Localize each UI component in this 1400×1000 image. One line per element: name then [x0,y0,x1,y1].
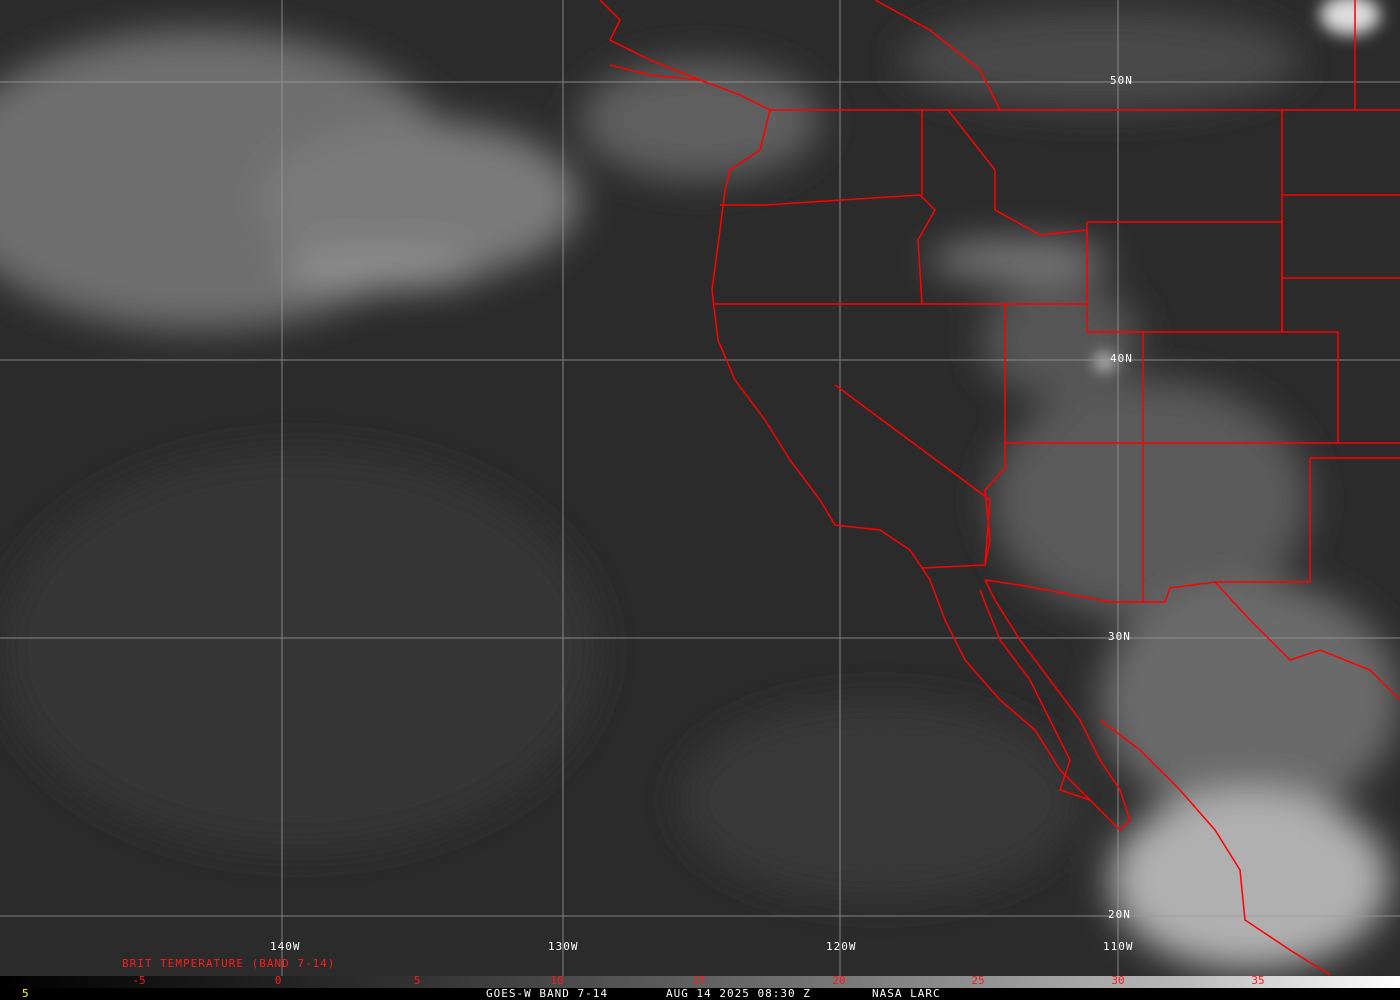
lon-label-110w: 110W [1103,940,1134,953]
political-boundaries [599,0,1400,976]
product-label: GOES-W BAND 7-14 [486,987,608,1000]
colorbar-tick: 35 [1251,974,1265,987]
lat-lon-grid [0,0,1400,976]
lon-label-120w: 120W [826,940,857,953]
colorbar-tick: 10 [550,974,564,987]
colorbar-tick: 25 [971,974,985,987]
datetime-label: AUG 14 2025 08:30 Z [666,987,811,1000]
lat-label-30n: 30N [1108,630,1131,643]
colorbar-tick: 20 [832,974,846,987]
colorbar-title: BRIT TEMPERATURE (BAND 7-14) [122,957,336,970]
colorbar-tick: 5 [413,974,421,987]
lat-label-40n: 40N [1110,352,1133,365]
footer-bar: 5 GOES-W BAND 7-14 AUG 14 2025 08:30 Z N… [0,987,1400,1000]
lon-label-130w: 130W [548,940,579,953]
colorbar-tick: 30 [1111,974,1125,987]
lat-label-20n: 20N [1108,908,1131,921]
lat-label-50n: 50N [1110,74,1133,87]
frame-number: 5 [22,987,30,1000]
temperature-colorbar: -5 0 5 10 15 20 25 30 35 [0,974,1400,988]
source-label: NASA LARC [872,987,941,1000]
colorbar-tick: -5 [132,974,146,987]
colorbar-tick: 0 [274,974,282,987]
lon-label-140w: 140W [270,940,301,953]
colorbar-tick: 15 [692,974,706,987]
cloud-layer [0,10,1400,970]
satellite-map[interactable] [0,0,1400,976]
